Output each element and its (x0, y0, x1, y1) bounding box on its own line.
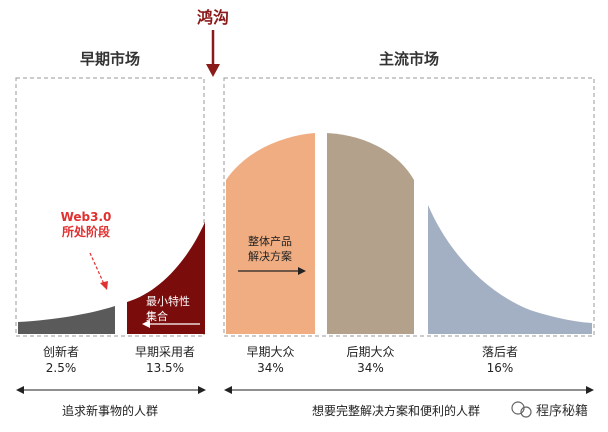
segment-percent: 2.5% (45, 361, 77, 375)
watermark-text: 程序秘籍 (536, 404, 589, 419)
mainstream-market-box (223, 77, 595, 337)
right-span-head-left (224, 386, 232, 394)
segment-laggards (428, 205, 592, 334)
early-market-box (15, 77, 205, 337)
mainstream-market-title: 主流市场 (378, 50, 439, 68)
segment-name: 早期大众 (246, 345, 295, 359)
segment-label-early-adopters: 早期采用者 13.5% (118, 344, 212, 376)
segment-percent: 34% (257, 361, 284, 375)
left-span-head-right (198, 386, 206, 394)
segment-innovators (18, 306, 115, 334)
segment-late-majority (327, 133, 414, 334)
web3-pointer-line (89, 252, 105, 285)
segment-percent: 16% (486, 361, 514, 375)
whole-product-arrow-head (298, 267, 306, 275)
whole-product-label: 整体产品 解决方案 (248, 235, 292, 263)
bottom-right-caption: 想要完整解决方案和便利的人群 (311, 404, 480, 418)
segment-label-late-majority: 后期大众 34% (327, 344, 414, 376)
segment-label-laggards: 落后者 16% (440, 344, 560, 376)
segment-early-majority (226, 133, 315, 334)
web3-pointer-head (100, 281, 108, 290)
segment-name: 落后者 (481, 345, 518, 359)
bottom-left-caption: 追求新事物的人群 (61, 404, 158, 418)
wechat-icon (511, 401, 532, 418)
left-span-head-left (16, 386, 24, 394)
right-span-head-right (586, 386, 594, 394)
segment-name: 创新者 (42, 345, 79, 359)
mvp-arrow-head (142, 320, 150, 328)
segment-percent: 34% (357, 361, 384, 375)
early-market-title: 早期市场 (79, 50, 140, 68)
chasm-arrow-head (206, 64, 220, 77)
mvp-label: 最小特性 集合 (146, 295, 190, 323)
chasm-label: 鸿沟 (196, 8, 229, 27)
segment-name: 早期采用者 (134, 345, 195, 359)
segment-name: 后期大众 (346, 345, 395, 359)
segment-percent: 13.5% (145, 361, 185, 375)
segment-label-early-majority: 早期大众 34% (226, 344, 315, 376)
web3-stage-label: Web3.0 所处阶段 (60, 210, 112, 239)
segment-early-adopters (127, 222, 205, 334)
segment-label-innovators: 创新者 2.5% (14, 344, 108, 376)
